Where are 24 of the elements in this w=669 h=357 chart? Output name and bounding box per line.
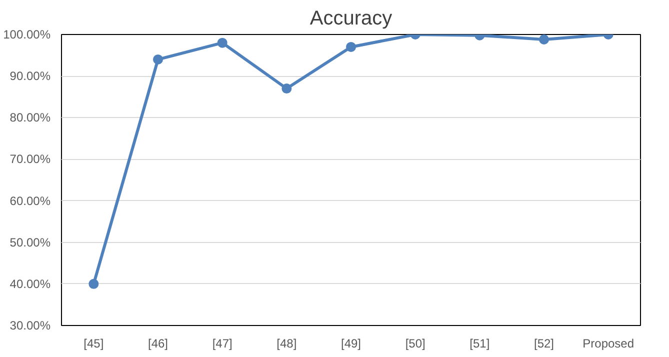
- y-tick-label: 90.00%: [10, 69, 51, 84]
- x-tick-label: [51]: [470, 336, 490, 350]
- x-tick-label: [47]: [212, 336, 232, 350]
- y-tick-label: 30.00%: [10, 318, 51, 332]
- point: [539, 34, 549, 44]
- point: [88, 278, 99, 289]
- x-tick-label: [48]: [276, 336, 297, 350]
- y-tick-label: 100.00%: [3, 28, 51, 42]
- y-tick-label: 70.00%: [10, 152, 51, 166]
- point: [153, 54, 163, 64]
- x-tick-label: Proposed: [582, 336, 634, 350]
- point: [217, 38, 228, 48]
- x-tick-label: [52]: [534, 336, 554, 350]
- x-tick-label: [50]: [405, 336, 426, 350]
- x-tick-label: [49]: [340, 336, 362, 350]
- y-tick-label: 40.00%: [10, 276, 51, 291]
- x-tick-label: [46]: [148, 336, 168, 350]
- point: [282, 84, 292, 94]
- x-tick-label: [45]: [84, 336, 104, 350]
- point: [346, 42, 356, 52]
- chart-title: Accuracy: [310, 8, 392, 30]
- y-tick-label: 60.00%: [10, 194, 51, 208]
- y-tick-label: 80.00%: [10, 110, 51, 125]
- y-tick-label: 50.00%: [10, 235, 51, 250]
